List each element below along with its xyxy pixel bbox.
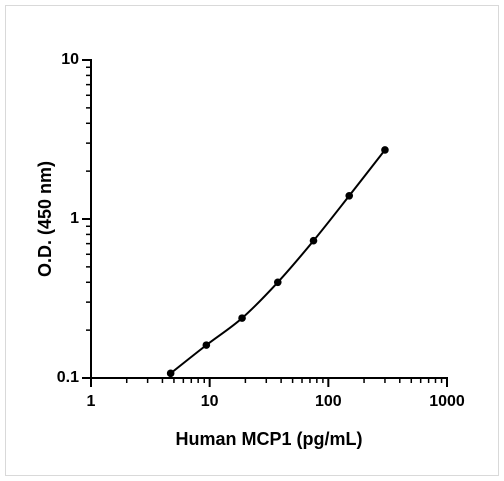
x-tick-label: 10: [201, 393, 219, 410]
data-point: [238, 314, 246, 322]
x-axis-title: Human MCP1 (pg/mL): [176, 429, 363, 449]
data-point: [166, 369, 175, 378]
frame: [5, 5, 499, 476]
x-tick-label: 1: [87, 393, 96, 410]
y-tick-label: 1: [70, 210, 79, 227]
data-point: [345, 191, 354, 200]
x-tick-label: 1000: [429, 393, 465, 410]
y-tick-label: 0.1: [57, 369, 79, 386]
data-point: [273, 278, 282, 287]
data-point: [381, 146, 389, 154]
y-axis-title: O.D. (450 nm): [35, 161, 55, 277]
data-point: [202, 341, 211, 349]
y-tick-label: 10: [61, 51, 79, 68]
data-point: [309, 236, 318, 245]
x-tick-label: 100: [315, 393, 342, 410]
